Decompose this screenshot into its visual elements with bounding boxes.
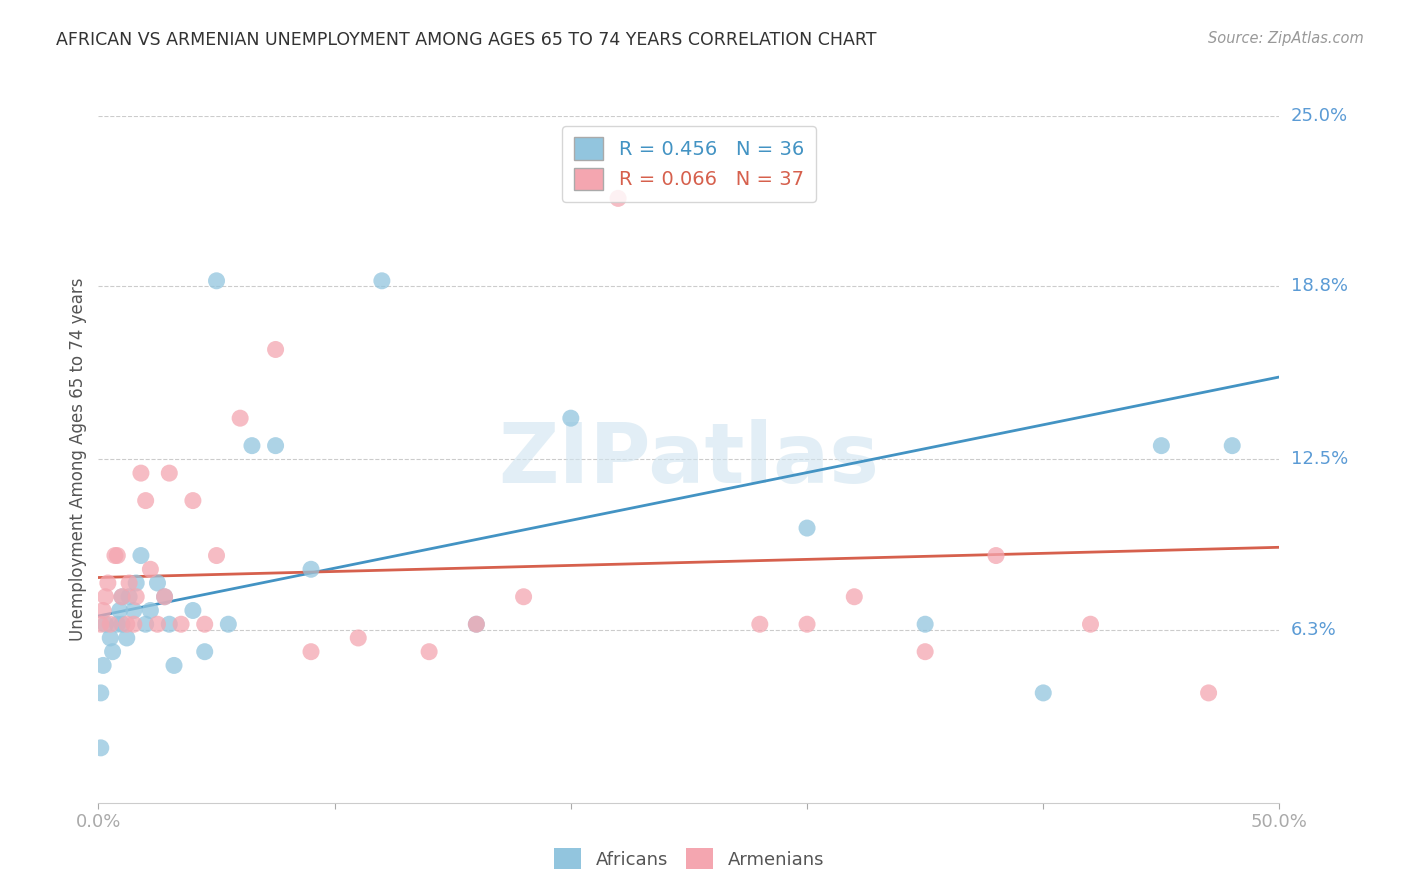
Point	[418, 645, 440, 659]
Point	[111, 590, 134, 604]
Point	[607, 191, 630, 205]
Point	[135, 617, 157, 632]
Point	[139, 562, 162, 576]
Point	[844, 590, 866, 604]
Point	[205, 549, 228, 563]
Point	[94, 617, 117, 632]
Point	[153, 590, 176, 604]
Point	[98, 617, 121, 632]
Point	[299, 645, 322, 659]
Point	[1080, 617, 1102, 632]
Point	[91, 603, 114, 617]
Point	[157, 617, 180, 632]
Point	[111, 590, 134, 604]
Point	[122, 603, 145, 617]
Point	[264, 343, 287, 357]
Point	[796, 521, 818, 535]
Y-axis label: Unemployment Among Ages 65 to 74 years: Unemployment Among Ages 65 to 74 years	[69, 277, 87, 641]
Point	[129, 549, 152, 563]
Point	[1198, 686, 1220, 700]
Point	[108, 603, 131, 617]
Point	[115, 617, 138, 632]
Point	[170, 617, 193, 632]
Point	[118, 590, 141, 604]
Point	[240, 439, 263, 453]
Text: Source: ZipAtlas.com: Source: ZipAtlas.com	[1208, 31, 1364, 46]
Point	[146, 576, 169, 591]
Point	[299, 562, 322, 576]
Point	[796, 617, 818, 632]
Point	[157, 466, 180, 480]
Point	[347, 631, 370, 645]
Point	[105, 549, 128, 563]
Point	[91, 658, 114, 673]
Point	[94, 590, 117, 604]
Point	[98, 631, 121, 645]
Point	[1032, 686, 1054, 700]
Point	[163, 658, 186, 673]
Point	[111, 617, 134, 632]
Point	[194, 617, 217, 632]
Text: 25.0%: 25.0%	[1291, 107, 1348, 125]
Point	[914, 617, 936, 632]
Point	[115, 631, 138, 645]
Point	[181, 603, 204, 617]
Point	[90, 686, 112, 700]
Point	[118, 576, 141, 591]
Point	[139, 603, 162, 617]
Point	[181, 493, 204, 508]
Point	[135, 493, 157, 508]
Point	[465, 617, 488, 632]
Point	[129, 466, 152, 480]
Text: 18.8%: 18.8%	[1291, 277, 1347, 295]
Point	[1220, 439, 1243, 453]
Point	[90, 617, 112, 632]
Point	[101, 645, 124, 659]
Point	[748, 617, 770, 632]
Text: 12.5%: 12.5%	[1291, 450, 1348, 468]
Point	[560, 411, 582, 425]
Text: 6.3%: 6.3%	[1291, 621, 1336, 639]
Point	[512, 590, 534, 604]
Point	[465, 617, 488, 632]
Point	[914, 645, 936, 659]
Point	[984, 549, 1007, 563]
Text: AFRICAN VS ARMENIAN UNEMPLOYMENT AMONG AGES 65 TO 74 YEARS CORRELATION CHART: AFRICAN VS ARMENIAN UNEMPLOYMENT AMONG A…	[56, 31, 877, 49]
Point	[125, 590, 148, 604]
Legend: Africans, Armenians: Africans, Armenians	[547, 841, 831, 876]
Point	[122, 617, 145, 632]
Point	[105, 617, 128, 632]
Point	[97, 576, 120, 591]
Point	[90, 740, 112, 755]
Point	[205, 274, 228, 288]
Point	[146, 617, 169, 632]
Text: ZIPatlas: ZIPatlas	[499, 419, 879, 500]
Point	[1150, 439, 1173, 453]
Point	[371, 274, 394, 288]
Point	[264, 439, 287, 453]
Point	[104, 549, 127, 563]
Point	[229, 411, 252, 425]
Point	[194, 645, 217, 659]
Point	[153, 590, 176, 604]
Point	[125, 576, 148, 591]
Point	[217, 617, 239, 632]
